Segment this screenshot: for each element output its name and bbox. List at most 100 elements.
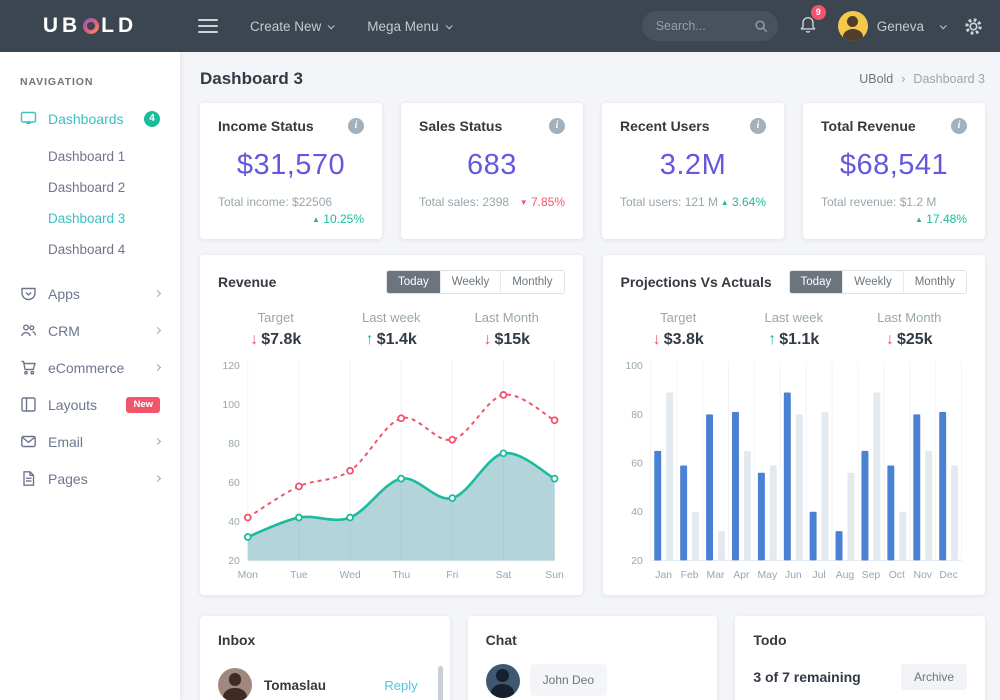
info-icon[interactable]: i	[348, 118, 364, 134]
sidebar-item-email[interactable]: Email	[0, 423, 180, 460]
settings-button[interactable]	[963, 16, 984, 37]
sidebar-item-dashboards[interactable]: Dashboards 4	[0, 100, 180, 137]
chevron-right-icon	[153, 289, 162, 298]
stat-value: $31,570	[236, 149, 346, 181]
svg-text:120: 120	[222, 361, 240, 372]
projections-card-title: Projections Vs Actuals	[620, 274, 772, 290]
todo-title: Todo	[753, 632, 787, 648]
projections-metric-target: Target ↓ $3.8k	[652, 310, 704, 348]
stat-title: Total Revenue	[821, 118, 916, 134]
trend-arrow-icon: ▲	[915, 215, 923, 224]
down-arrow-icon: ↓	[250, 331, 259, 348]
main-content: Dashboard 3 UBold › Dashboard 3 Income S…	[180, 0, 1000, 700]
stat-change: ▲ 17.48%	[915, 212, 967, 226]
sidebar-item-crm[interactable]: CRM	[0, 312, 180, 349]
chat-message: John Deo	[485, 664, 700, 698]
nav-section-label: NAVIGATION	[20, 76, 94, 88]
notification-badge: 9	[810, 5, 826, 20]
svg-text:Sat: Sat	[496, 570, 512, 581]
projections-period-toggle: Today Weekly Monthly	[788, 270, 967, 294]
notifications-button[interactable]: 9	[796, 5, 826, 41]
sidebar-item-ecommerce[interactable]: eCommerce	[0, 349, 180, 386]
archive-button[interactable]: Archive	[900, 664, 967, 690]
sidebar-item-dashboard-3[interactable]: Dashboard 3	[48, 211, 126, 226]
revenue-line-chart: 20 40 60 80 100 120 Mon Tue Wed Thu Fri Sat Sun	[222, 359, 564, 581]
svg-text:Jul: Jul	[812, 570, 825, 581]
user-name: Geneva	[876, 18, 924, 34]
projections-monthly-button[interactable]: Monthly	[902, 271, 966, 293]
sidebar-item-pages[interactable]: Pages	[0, 460, 180, 497]
todo-card: Todo 3 of 7 remaining Archive	[735, 616, 985, 700]
breadcrumb-root[interactable]: UBold	[859, 72, 894, 86]
sidebar-item-dashboard-1[interactable]: Dashboard 1	[48, 149, 126, 164]
sidebar-item-dashboard-2[interactable]: Dashboard 2	[48, 180, 126, 195]
inbox-sender-name: Tomaslau	[264, 677, 327, 693]
new-badge: New	[126, 396, 160, 413]
projections-card: Projections Vs Actuals Today Weekly Mont…	[602, 255, 985, 595]
svg-text:100: 100	[625, 361, 643, 372]
svg-text:80: 80	[631, 410, 643, 421]
projections-today-button[interactable]: Today	[789, 271, 843, 293]
chevron-right-icon	[153, 326, 162, 335]
chat-sender-name: John Deo	[542, 673, 595, 687]
revenue-metric-target: Target ↓ $7.8k	[250, 310, 302, 348]
search-icon[interactable]	[754, 19, 768, 33]
revenue-weekly-button[interactable]: Weekly	[439, 271, 501, 293]
stat-change: ▲ 10.25%	[312, 212, 364, 226]
monitor-icon	[20, 110, 37, 127]
stat-title: Income Status	[218, 118, 314, 134]
svg-text:Apr: Apr	[733, 570, 750, 581]
logo[interactable]: UB LD	[0, 0, 180, 52]
breadcrumb-current: Dashboard 3	[913, 72, 985, 86]
revenue-today-button[interactable]: Today	[387, 271, 440, 293]
inbox-card: Inbox Tomaslau Reply	[200, 616, 450, 700]
sidebar-item-dashboard-4[interactable]: Dashboard 4	[48, 242, 126, 257]
user-avatar	[837, 11, 868, 41]
sidebar-item-apps[interactable]: Apps	[0, 275, 180, 312]
projections-weekly-button[interactable]: Weekly	[842, 271, 903, 293]
chevron-down-icon	[445, 21, 453, 29]
svg-text:Thu: Thu	[392, 570, 410, 581]
chat-card: Chat John Deo	[467, 616, 718, 700]
search-box	[641, 11, 778, 41]
mega-menu[interactable]: Mega Menu	[367, 19, 453, 34]
stat-subtext: Total sales: 2398	[419, 195, 510, 209]
chat-bubble: John Deo	[529, 664, 608, 696]
chevron-right-icon	[153, 363, 162, 372]
svg-text:60: 60	[228, 478, 240, 489]
inbox-scrollbar[interactable]	[437, 666, 443, 700]
chat-title: Chat	[485, 632, 517, 648]
svg-text:Jun: Jun	[784, 570, 801, 581]
revenue-monthly-button[interactable]: Monthly	[500, 271, 564, 293]
charts-row: Revenue Today Weekly Monthly Target ↓ $7.…	[200, 255, 985, 595]
bottom-row: Inbox Tomaslau Reply Chat John Deo Todo …	[200, 616, 985, 700]
info-icon[interactable]: i	[750, 118, 766, 134]
breadcrumb: UBold › Dashboard 3	[859, 72, 985, 86]
search-input[interactable]	[641, 11, 778, 41]
page-title: Dashboard 3	[200, 69, 303, 88]
inbox-list-item[interactable]: Tomaslau Reply	[218, 664, 432, 700]
breadcrumb-separator: ›	[901, 72, 906, 86]
info-icon[interactable]: i	[951, 118, 967, 134]
user-menu[interactable]: Geneva	[837, 11, 947, 41]
revenue-period-toggle: Today Weekly Monthly	[386, 270, 565, 294]
envelope-icon	[20, 433, 37, 450]
svg-text:20: 20	[631, 556, 643, 567]
svg-text:Mar: Mar	[706, 570, 724, 581]
gear-icon	[965, 17, 982, 35]
trend-arrow-icon: ▲	[312, 215, 320, 224]
chevron-right-icon	[153, 437, 162, 446]
sidebar-item-layouts[interactable]: Layouts New	[0, 386, 180, 423]
pocket-icon	[20, 285, 37, 302]
stat-title: Recent Users	[620, 118, 710, 134]
reply-link[interactable]: Reply	[384, 677, 418, 693]
svg-text:100: 100	[222, 400, 240, 411]
create-new-menu[interactable]: Create New	[250, 19, 336, 34]
revenue-metric-last-week: Last week ↑ $1.4k	[361, 310, 421, 348]
stats-row: Income Status i $31,570 Total income: $2…	[200, 103, 985, 239]
info-icon[interactable]: i	[549, 118, 565, 134]
menu-toggle-icon[interactable]	[190, 7, 226, 45]
down-arrow-icon: ↓	[652, 331, 661, 348]
svg-text:60: 60	[631, 459, 643, 470]
file-icon	[20, 470, 37, 487]
